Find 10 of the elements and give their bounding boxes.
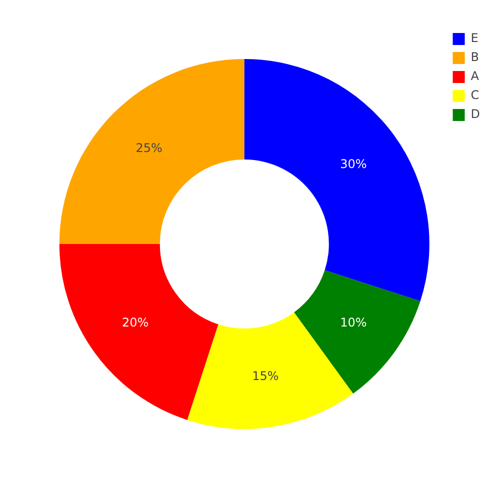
data-label: 25% <box>136 140 162 155</box>
legend-label: D <box>470 107 480 122</box>
legend-label: E <box>470 31 478 46</box>
legend-label: A <box>470 69 480 84</box>
data-label: 30% <box>340 156 367 171</box>
data-label: 20% <box>122 315 149 330</box>
data-label: 10% <box>340 315 367 330</box>
data-label: 15% <box>252 369 279 384</box>
legend-label: B <box>470 50 479 64</box>
legend-label: C <box>470 88 480 102</box>
